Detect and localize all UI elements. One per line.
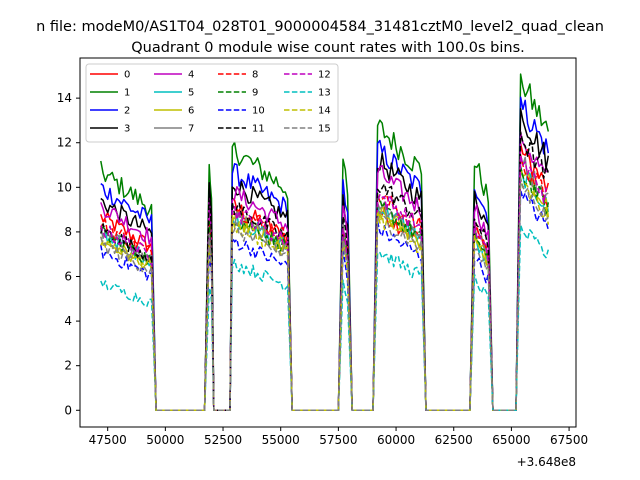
series-line-9 xyxy=(100,166,550,412)
legend-label-15: 15 xyxy=(318,124,331,135)
legend-box xyxy=(85,63,339,143)
y-tick-label: 0 xyxy=(64,403,72,417)
series-line-7 xyxy=(100,154,549,412)
series-line-2 xyxy=(100,96,550,412)
series-line-8 xyxy=(100,154,549,412)
legend-label-3: 3 xyxy=(124,124,130,135)
y-tick-label: 4 xyxy=(64,314,72,328)
legend-label-4: 4 xyxy=(188,70,194,81)
series-line-12 xyxy=(100,154,549,412)
x-offset-label: +3.648e8 xyxy=(517,455,576,469)
legend-label-14: 14 xyxy=(318,106,331,117)
y-tick-label: 6 xyxy=(64,270,72,284)
axis-ticks: 47500 50000 52500 55000 57500 60000 62500 65000… xyxy=(57,91,588,447)
legend-label-8: 8 xyxy=(252,70,258,81)
legend-label-6: 6 xyxy=(188,106,194,117)
series-line-10 xyxy=(100,189,550,412)
series-line-13 xyxy=(100,224,550,412)
series-line-4 xyxy=(100,131,549,412)
legend-label-9: 9 xyxy=(252,88,258,99)
legend-label-10: 10 xyxy=(252,106,265,117)
series-line-3 xyxy=(100,108,550,412)
x-tick-label: 47500 xyxy=(89,433,127,447)
y-tick-label: 12 xyxy=(57,136,72,150)
axes-frame xyxy=(79,57,577,428)
legend-label-0: 0 xyxy=(124,70,130,81)
legend-label-5: 5 xyxy=(188,88,194,99)
chart-title: Quadrant 0 module wise count rates with … xyxy=(131,40,525,56)
legend-label-11: 11 xyxy=(252,124,265,135)
legend-label-2: 2 xyxy=(124,106,130,117)
x-tick-label: 67500 xyxy=(550,433,588,447)
x-tick-label: 60000 xyxy=(377,433,415,447)
x-tick-label: 52500 xyxy=(204,433,242,447)
x-tick-label: 62500 xyxy=(435,433,473,447)
legend-label-13: 13 xyxy=(318,88,331,99)
plot-lines xyxy=(100,73,550,412)
figure-suptitle: n file: modeM0/AS1T04_028T01_9000004584_… xyxy=(36,19,604,35)
x-tick-label: 55000 xyxy=(262,433,300,447)
series-line-1 xyxy=(100,73,550,412)
y-tick-label: 8 xyxy=(64,225,72,239)
x-tick-label: 50000 xyxy=(146,433,184,447)
y-tick-label: 10 xyxy=(57,180,72,194)
x-tick-label: 65000 xyxy=(492,433,530,447)
x-tick-label: 57500 xyxy=(319,433,357,447)
series-line-15 xyxy=(100,177,549,412)
series-line-11 xyxy=(100,131,550,412)
y-tick-label: 14 xyxy=(57,91,72,105)
legend-label-7: 7 xyxy=(188,124,194,135)
series-line-14 xyxy=(100,177,550,412)
legend-label-12: 12 xyxy=(318,70,331,81)
legend-label-1: 1 xyxy=(124,88,130,99)
y-tick-label: 2 xyxy=(64,359,72,373)
